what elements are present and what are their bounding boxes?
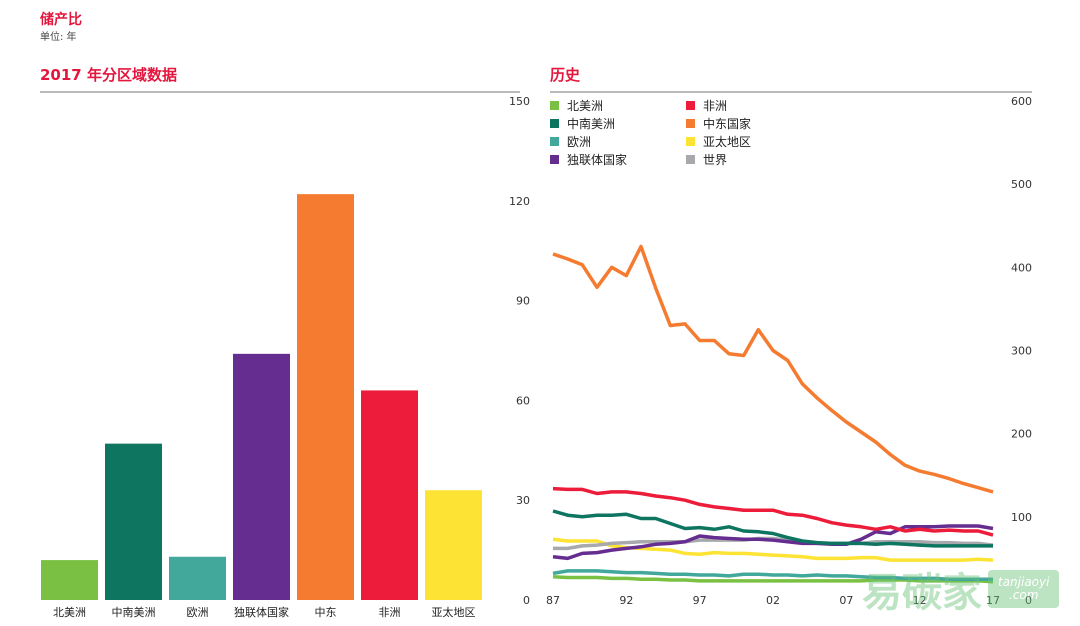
bar-x-label: 中南美洲 [112,606,156,619]
bar-0 [41,560,98,600]
series-line-3 [552,524,994,561]
series-line-1 [552,509,993,548]
watermark-logo: 易碳家 tanjiaoyi .com [862,560,1060,618]
line-x-tick: 07 [839,594,853,607]
line-x-tick: 87 [546,594,560,607]
legend-label: 中东国家 [703,117,752,131]
line-chart-title: 历史 [550,66,581,84]
bar-y-tick: 30 [516,494,530,507]
line-y-tick: 200 [1011,428,1032,441]
bar-x-label: 非洲 [379,606,401,619]
bar-2 [169,556,226,600]
bar-x-label: 独联体国家 [234,605,289,619]
legend-swatch [550,137,559,146]
bar-1 [105,443,162,600]
legend-item: 中东国家 [686,115,806,132]
bar-6 [425,490,482,600]
line-y-tick: 300 [1011,345,1032,358]
watermark-en1: tanjiaoyi [998,574,1050,589]
legend-item: 独联体国家 [550,151,686,168]
bar-y-tick: 60 [516,394,530,407]
bar-4 [297,194,354,600]
bar-5 [361,390,418,600]
series-line-2 [552,569,993,581]
legend-item: 北美洲 [550,97,686,114]
bar-chart-title: 2017 年分区域数据 [40,66,177,84]
legend-swatch [550,119,559,128]
legend-label: 世界 [703,153,728,167]
legend-label: 非洲 [703,99,728,113]
legend-item: 亚太地区 [686,133,806,150]
series-line-4 [552,486,994,537]
watermark-cn: 易碳家 [862,570,982,616]
page-title: 储产比 [40,12,82,28]
line-y-tick: 0 [1025,594,1032,607]
bar-x-label: 亚太地区 [432,606,476,619]
line-x-tick: 17 [986,594,1000,607]
watermark-en: tanjiaoyi .com [988,569,1060,609]
legend-item: 世界 [686,151,806,168]
line-y-tick: 600 [1011,95,1032,108]
line-chart-legend: 北美洲 非洲中南美洲 中东国家欧洲 亚太地区独联体国家 世界 [550,97,806,168]
line-y-tick: 100 [1011,511,1032,524]
legend-label: 独联体国家 [567,153,628,167]
watermark-en2: .com [1009,588,1039,602]
series-line-5 [552,244,994,494]
line-y-tick: 400 [1011,261,1032,274]
legend-swatch [550,155,559,164]
legend-item: 非洲 [686,97,806,114]
line-y-tick: 500 [1011,178,1032,191]
legend-label: 中南美洲 [567,117,616,131]
bar-3 [233,353,290,600]
bar-y-tick: 0 [523,594,530,607]
series-line-0 [552,574,994,584]
legend-label: 北美洲 [567,99,604,113]
line-x-tick: 02 [766,594,780,607]
bar-x-label: 中东 [315,606,337,619]
legend-label: 欧洲 [567,135,592,149]
legend-swatch [686,137,695,146]
bar-x-label: 北美洲 [53,606,86,619]
legend-swatch [686,101,695,110]
bar-y-tick: 150 [509,95,530,108]
line-x-tick: 12 [913,594,927,607]
unit-label: 单位: 年 [40,32,77,43]
line-x-tick: 92 [619,594,633,607]
legend-swatch [686,119,695,128]
legend-swatch [686,155,695,164]
bar-y-tick: 120 [509,195,530,208]
legend-item: 欧洲 [550,133,686,150]
bar-x-label: 欧洲 [187,606,209,619]
line-x-tick: 97 [693,594,707,607]
legend-item: 中南美洲 [550,115,686,132]
bar-y-tick: 90 [516,295,530,308]
legend-swatch [550,101,559,110]
legend-label: 亚太地区 [703,135,752,149]
